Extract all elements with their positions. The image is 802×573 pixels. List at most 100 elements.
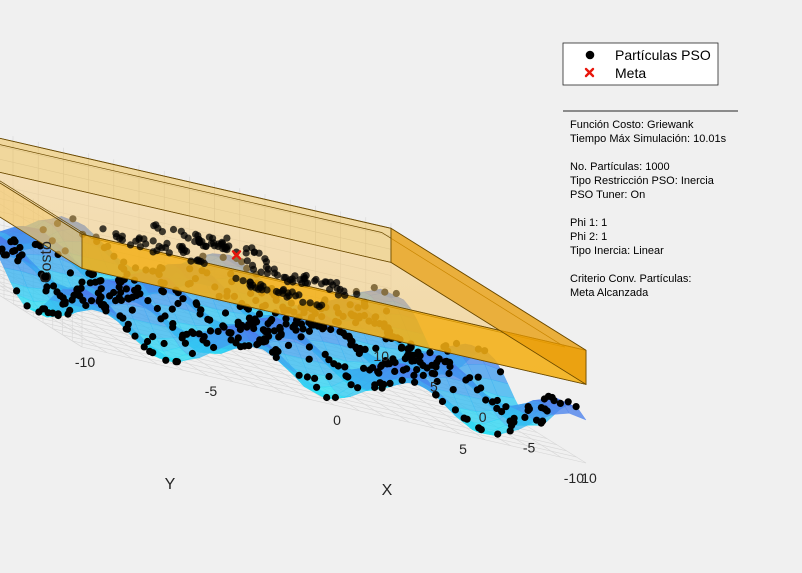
particle (99, 225, 107, 233)
particle (431, 370, 439, 378)
particle (11, 238, 19, 246)
particle (550, 397, 558, 405)
particle (441, 358, 449, 366)
particle (205, 233, 213, 241)
legend[interactable]: Partículas PSO Meta (562, 42, 719, 86)
particle (68, 296, 76, 304)
particle (273, 271, 281, 279)
particle (413, 366, 421, 374)
particle (502, 403, 510, 411)
particle (250, 324, 258, 333)
particle (347, 381, 355, 389)
particle (261, 255, 269, 263)
particle (312, 275, 320, 284)
particle (126, 241, 135, 249)
particle (66, 269, 74, 277)
particle (449, 386, 457, 394)
particle (140, 343, 148, 351)
particle (18, 251, 26, 259)
particle (146, 347, 154, 355)
particle (462, 376, 470, 384)
particle (188, 328, 196, 336)
particle (188, 349, 196, 358)
particle (524, 403, 532, 411)
particle (237, 343, 245, 351)
particle (289, 323, 297, 331)
particle (192, 230, 200, 238)
particle (380, 380, 388, 388)
particle (344, 373, 352, 381)
particle (336, 285, 344, 293)
particle (149, 333, 157, 341)
particle (446, 362, 454, 371)
particle (124, 320, 132, 328)
particle (282, 320, 290, 328)
particle (94, 289, 102, 297)
particle (488, 398, 497, 406)
particle (411, 357, 419, 365)
particle (42, 287, 50, 295)
particle (305, 355, 313, 363)
particle (323, 393, 331, 402)
particle (411, 378, 419, 386)
info-line: Phi 1: 1 (570, 217, 607, 229)
surface-patch (562, 402, 587, 421)
particle (438, 397, 447, 406)
particle (295, 371, 303, 379)
particle (197, 257, 205, 266)
info-line: PSO Tuner: On (570, 189, 645, 201)
particle (187, 257, 195, 265)
particle (234, 318, 242, 326)
particle (493, 404, 501, 412)
particle (445, 369, 453, 378)
particle (246, 278, 254, 286)
particle (44, 309, 52, 317)
particle (177, 227, 185, 235)
particle (297, 333, 305, 341)
particle (264, 328, 272, 336)
particle (299, 298, 307, 306)
particle (475, 424, 483, 432)
particle (0, 251, 8, 259)
x-tick-label: -10 (75, 354, 95, 370)
particle (153, 304, 161, 313)
particle (274, 289, 283, 297)
particle (533, 416, 541, 424)
particle (494, 430, 502, 438)
particle (174, 299, 182, 308)
particle (254, 285, 262, 293)
particle (234, 334, 242, 342)
particle (298, 279, 306, 287)
particle (119, 314, 127, 322)
x-tick-label: -5 (205, 383, 218, 399)
particle (82, 301, 90, 310)
particle (319, 325, 327, 333)
particle (295, 291, 303, 299)
info-line: No. Partículas: 1000 (570, 161, 670, 173)
goal-marker-stroke (231, 250, 242, 260)
particle (96, 277, 104, 285)
particle (273, 347, 281, 356)
particle (158, 287, 166, 295)
particle (157, 315, 165, 323)
legend-particle-marker (585, 50, 595, 60)
particle (49, 282, 58, 290)
particle (143, 337, 152, 346)
particle (291, 272, 299, 280)
particle (282, 315, 290, 323)
particle (325, 372, 333, 381)
y-tick-label: -10 (564, 470, 584, 486)
particle (334, 291, 342, 299)
particle (169, 323, 177, 331)
particle (270, 327, 278, 335)
info-line: Función Costo: Griewank (570, 119, 694, 131)
particle (372, 344, 380, 352)
particle (239, 277, 247, 285)
particle (270, 265, 278, 273)
particle (162, 244, 170, 252)
particle (473, 386, 481, 394)
particle (375, 369, 383, 377)
particle (539, 417, 547, 425)
